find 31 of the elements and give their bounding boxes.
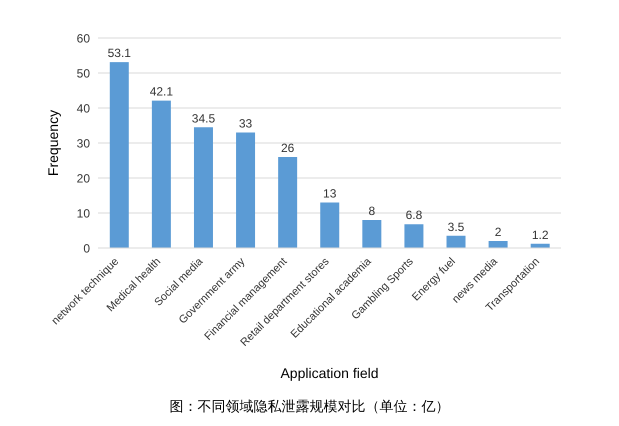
- y-tick-label: 60: [76, 31, 90, 46]
- y-tick-label: 40: [76, 101, 90, 116]
- data-label: 13: [323, 186, 337, 200]
- data-label: 3.5: [448, 220, 465, 234]
- x-axis-title: Application field: [280, 365, 379, 381]
- bar: [278, 157, 298, 248]
- y-axis-title: Frequency: [44, 110, 61, 176]
- bar: [362, 220, 382, 248]
- data-label: 42.1: [150, 84, 174, 99]
- data-label: 53.1: [108, 46, 132, 60]
- bar: [320, 202, 340, 248]
- data-label: 33: [238, 116, 253, 130]
- data-label: 6.8: [406, 208, 423, 222]
- data-label: 2: [494, 225, 502, 239]
- y-tick-label: 0: [83, 241, 90, 256]
- bar: [152, 100, 171, 248]
- bar: [236, 132, 256, 248]
- data-label: 8: [368, 204, 376, 218]
- text: 图：不同领域隐私泄露规模对比（单位：亿）: [168, 398, 450, 416]
- data-label: 1.2: [532, 228, 549, 242]
- y-tick-label: 50: [76, 66, 90, 80]
- data-label: 34.5: [192, 111, 216, 126]
- y-tick-label: 20: [76, 171, 90, 186]
- bar: [194, 127, 213, 248]
- y-tick-label: 30: [76, 136, 90, 150]
- y-tick-label: 10: [76, 206, 90, 220]
- bar: [446, 236, 466, 248]
- data-label: 26: [280, 141, 295, 155]
- bar: [488, 241, 508, 248]
- bar: [110, 62, 129, 248]
- bar: [404, 224, 424, 248]
